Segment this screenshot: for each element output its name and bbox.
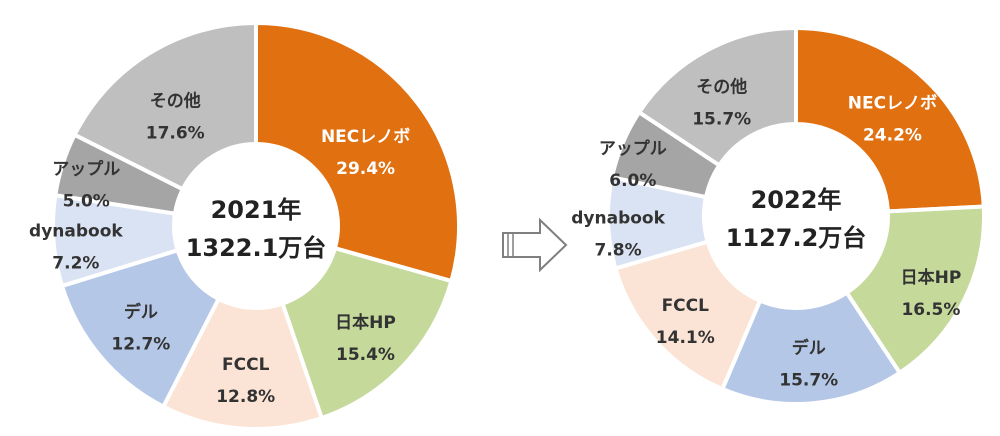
slice-value: 15.7% bbox=[692, 110, 751, 130]
donut-slice bbox=[843, 204, 986, 376]
slice-value: 6.0% bbox=[609, 171, 656, 191]
slice-label: デル 15.7% bbox=[779, 337, 838, 390]
slice-category: NECレノボ bbox=[848, 94, 937, 114]
slice-category: デル bbox=[792, 337, 826, 358]
slice-label: 日本HP 15.4% bbox=[335, 312, 396, 365]
slice-value: 17.6% bbox=[146, 124, 205, 144]
slice-label: FCCL 14.1% bbox=[656, 296, 715, 348]
center-year-label: 2022年 bbox=[751, 186, 842, 214]
slice-value: 16.5% bbox=[901, 300, 960, 320]
slice-label: FCCL 12.8% bbox=[216, 355, 275, 407]
slice-category: FCCL bbox=[662, 296, 710, 316]
slice-label: アップル 6.0% bbox=[599, 138, 667, 191]
right-arrow-icon bbox=[502, 217, 568, 273]
slice-value: 29.4% bbox=[336, 159, 395, 179]
slice-category: アップル bbox=[52, 159, 120, 180]
slice-value: 7.2% bbox=[52, 254, 99, 274]
slice-value: 12.8% bbox=[216, 387, 275, 407]
slice-category: NECレノボ bbox=[321, 127, 410, 147]
slice-value: 24.2% bbox=[863, 126, 922, 146]
slice-category: dynabook bbox=[571, 208, 665, 228]
center-total-label: 1322.1万台 bbox=[186, 234, 327, 262]
slice-label: dynabook 7.2% bbox=[29, 222, 123, 274]
donut-slice bbox=[794, 25, 986, 214]
slice-value: 15.4% bbox=[336, 345, 395, 365]
slice-label: NECレノボ 24.2% bbox=[848, 94, 937, 146]
slice-category: FCCL bbox=[222, 355, 270, 375]
donut-slice bbox=[719, 289, 903, 406]
donut-slice bbox=[279, 245, 454, 421]
slice-category: アップル bbox=[599, 138, 667, 159]
slice-value: 15.7% bbox=[779, 370, 838, 390]
slice-value: 14.1% bbox=[656, 328, 715, 348]
donut-slice bbox=[71, 20, 258, 192]
slice-value: 12.7% bbox=[111, 335, 170, 355]
slice-category: 日本HP bbox=[335, 312, 396, 333]
center-total-label: 1127.2万台 bbox=[726, 224, 867, 252]
slice-value: 5.0% bbox=[63, 192, 110, 212]
slice-label: その他 15.7% bbox=[692, 77, 751, 130]
slice-value: 7.8% bbox=[595, 240, 642, 260]
slice-label: その他 17.6% bbox=[146, 91, 205, 144]
slice-category: デル bbox=[124, 302, 158, 323]
slice-category: dynabook bbox=[29, 222, 123, 242]
center-year-label: 2021年 bbox=[211, 196, 302, 224]
slice-label: デル 12.7% bbox=[111, 302, 170, 355]
donut-chart-2022: NECレノボ 24.2% 日本HP 16.5% デル 15.7% FCCL 14.1% dyna… bbox=[571, 25, 986, 406]
slice-label: NECレノボ 29.4% bbox=[321, 127, 410, 179]
slice-category: その他 bbox=[696, 77, 747, 98]
slice-label: アップル 5.0% bbox=[52, 159, 120, 212]
donut-slice bbox=[636, 25, 798, 169]
donut-slice bbox=[59, 247, 222, 410]
donut-chart-2021: NECレノボ 29.4% 日本HP 15.4% FCCL 12.8% デル 12.7% dyna… bbox=[29, 20, 461, 431]
slice-label: dynabook 7.8% bbox=[571, 208, 665, 260]
slice-category: その他 bbox=[150, 91, 201, 112]
slice-label: 日本HP 16.5% bbox=[901, 267, 962, 320]
slice-category: 日本HP bbox=[901, 267, 962, 288]
donut-slice bbox=[254, 20, 461, 284]
